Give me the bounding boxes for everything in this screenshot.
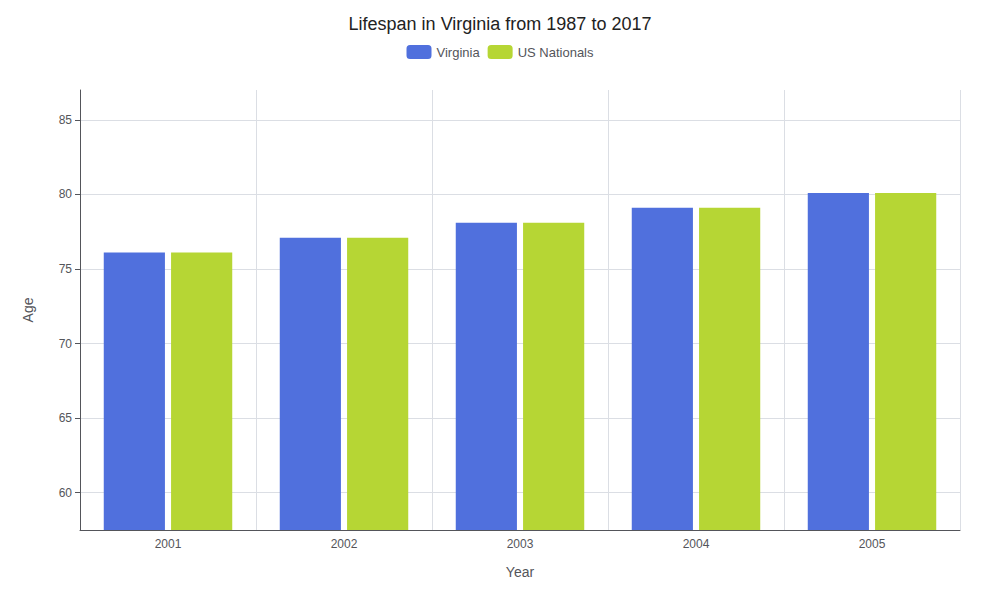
svg-text:2002: 2002 xyxy=(331,537,358,551)
svg-text:2001: 2001 xyxy=(155,537,182,551)
svg-text:75: 75 xyxy=(59,262,73,276)
svg-text:80: 80 xyxy=(59,187,73,201)
svg-text:85: 85 xyxy=(59,113,73,127)
svg-text:Lifespan in Virginia from 1987: Lifespan in Virginia from 1987 to 2017 xyxy=(349,14,652,34)
svg-text:Year: Year xyxy=(506,564,535,580)
svg-text:Age: Age xyxy=(20,297,36,322)
svg-text:US Nationals: US Nationals xyxy=(518,45,594,60)
svg-text:60: 60 xyxy=(59,486,73,500)
svg-text:2005: 2005 xyxy=(859,537,886,551)
svg-text:2004: 2004 xyxy=(683,537,710,551)
svg-text:2003: 2003 xyxy=(507,537,534,551)
svg-text:70: 70 xyxy=(59,337,73,351)
svg-text:65: 65 xyxy=(59,411,73,425)
svg-text:Virginia: Virginia xyxy=(437,45,481,60)
